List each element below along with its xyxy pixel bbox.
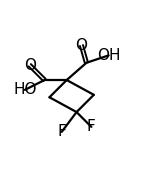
Text: O: O: [24, 58, 36, 73]
Text: OH: OH: [97, 48, 120, 63]
Text: F: F: [57, 124, 66, 139]
Text: HO: HO: [13, 82, 37, 97]
Text: O: O: [76, 38, 87, 53]
Text: F: F: [87, 119, 96, 134]
